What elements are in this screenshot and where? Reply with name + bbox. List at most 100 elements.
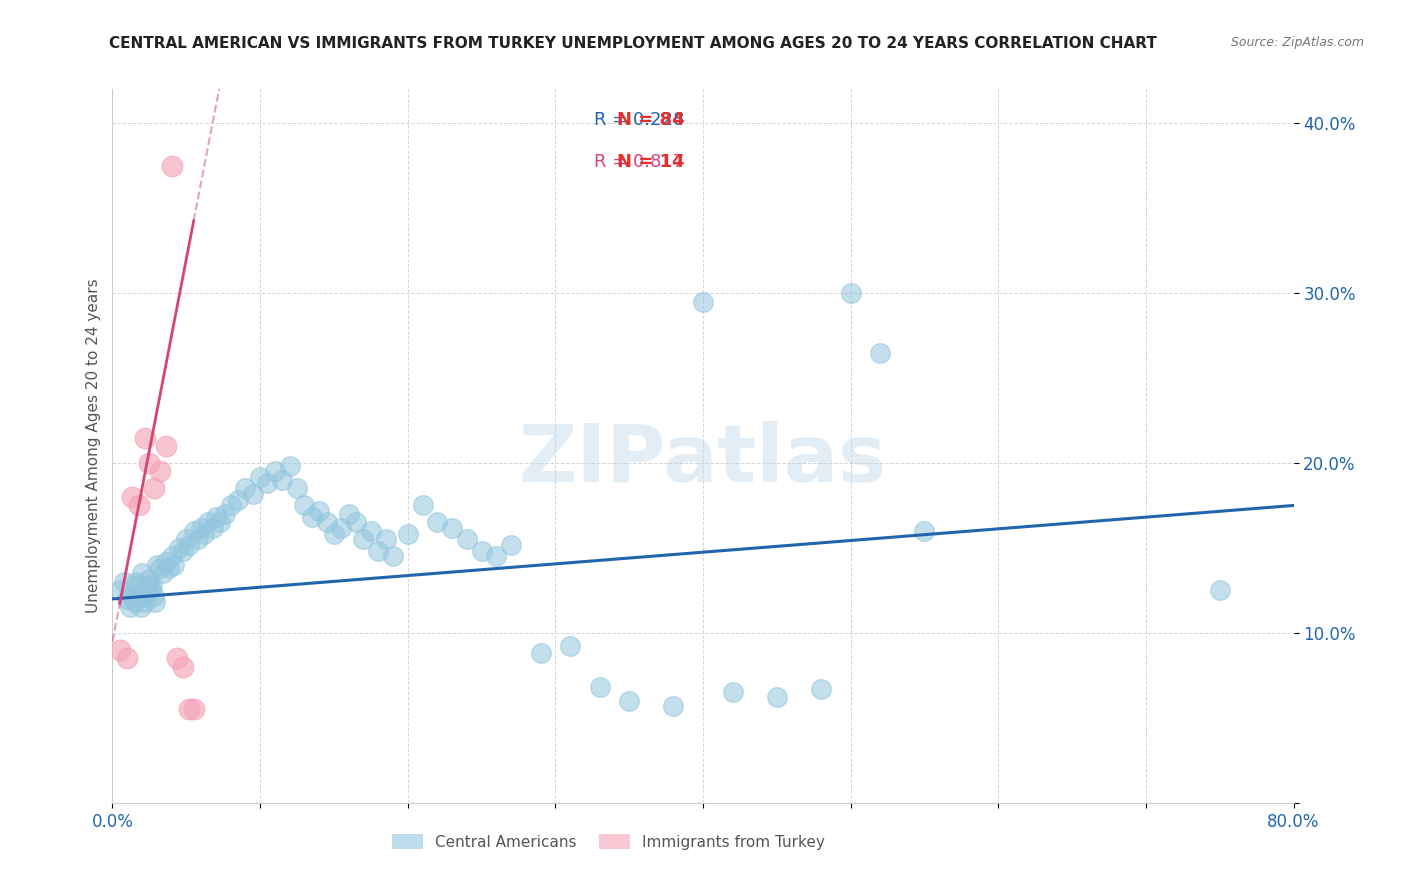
Point: [142, 482, 165, 496]
Point: [337, 507, 360, 521]
Point: [619, 694, 641, 708]
Point: [501, 537, 523, 551]
Point: [139, 582, 162, 596]
Point: [141, 578, 163, 592]
Point: [125, 574, 148, 589]
Text: ZIPatlas: ZIPatlas: [519, 421, 887, 500]
Point: [132, 583, 155, 598]
Point: [138, 456, 160, 470]
Point: [344, 516, 367, 530]
Point: [149, 465, 172, 479]
Point: [219, 499, 242, 513]
Legend: Central Americans, Immigrants from Turkey: Central Americans, Immigrants from Turke…: [387, 828, 831, 855]
Point: [278, 459, 301, 474]
Point: [285, 482, 308, 496]
Point: [914, 524, 936, 538]
Point: [187, 533, 209, 547]
Point: [183, 702, 205, 716]
Point: [155, 555, 177, 569]
Point: [172, 544, 194, 558]
Point: [214, 507, 236, 521]
Point: [233, 482, 256, 496]
Text: Source: ZipAtlas.com: Source: ZipAtlas.com: [1230, 36, 1364, 49]
Point: [256, 476, 278, 491]
Y-axis label: Unemployment Among Ages 20 to 24 years: Unemployment Among Ages 20 to 24 years: [86, 278, 101, 614]
Point: [662, 698, 685, 713]
Point: [166, 651, 188, 665]
Point: [721, 685, 744, 699]
Text: R = 0.228: R = 0.228: [595, 111, 685, 128]
Point: [197, 516, 219, 530]
Point: [271, 473, 294, 487]
Text: CENTRAL AMERICAN VS IMMIGRANTS FROM TURKEY UNEMPLOYMENT AMONG AGES 20 TO 24 YEAR: CENTRAL AMERICAN VS IMMIGRANTS FROM TURK…: [108, 36, 1157, 51]
Point: [193, 527, 215, 541]
Point: [183, 524, 205, 538]
Point: [839, 286, 862, 301]
Point: [152, 566, 174, 581]
Point: [163, 558, 186, 572]
Point: [117, 591, 138, 606]
Point: [155, 439, 177, 453]
Point: [136, 578, 159, 592]
Point: [138, 572, 160, 586]
Point: [308, 503, 330, 517]
Point: [129, 600, 152, 615]
Point: [112, 574, 135, 589]
Point: [108, 583, 131, 598]
Point: [226, 493, 249, 508]
Point: [249, 469, 271, 483]
Point: [190, 520, 212, 534]
Point: [108, 643, 131, 657]
Text: R = 0.817: R = 0.817: [595, 153, 685, 170]
Point: [456, 533, 478, 547]
Point: [134, 430, 156, 444]
Point: [292, 499, 315, 513]
Point: [179, 537, 201, 551]
Text: N = 14: N = 14: [617, 153, 685, 170]
Point: [441, 520, 464, 534]
Point: [128, 589, 150, 603]
Point: [352, 533, 374, 547]
Point: [330, 520, 353, 534]
Point: [149, 561, 172, 575]
Point: [160, 159, 183, 173]
Point: [135, 589, 157, 603]
Point: [128, 499, 150, 513]
Point: [1208, 583, 1232, 598]
Point: [558, 640, 582, 654]
Point: [174, 533, 197, 547]
Point: [374, 533, 396, 547]
Point: [160, 549, 183, 564]
Point: [127, 578, 149, 592]
Point: [426, 516, 449, 530]
Point: [360, 524, 382, 538]
Point: [117, 651, 138, 665]
Point: [209, 516, 232, 530]
Point: [142, 589, 165, 603]
Point: [134, 595, 156, 609]
Point: [367, 544, 389, 558]
Point: [315, 516, 337, 530]
Point: [692, 294, 714, 309]
Point: [205, 510, 228, 524]
Point: [167, 541, 190, 555]
Point: [242, 486, 264, 500]
Point: [485, 549, 508, 564]
Point: [124, 595, 146, 609]
Point: [120, 600, 142, 615]
Point: [121, 589, 143, 603]
Point: [766, 690, 789, 705]
Point: [382, 549, 405, 564]
Point: [172, 660, 194, 674]
Point: [146, 558, 169, 572]
Point: [869, 345, 891, 359]
Point: [529, 646, 551, 660]
Point: [810, 681, 832, 696]
Point: [121, 490, 143, 504]
Point: [157, 561, 180, 575]
Point: [301, 510, 323, 524]
Point: [588, 680, 610, 694]
Text: N = 84: N = 84: [617, 111, 685, 128]
Point: [264, 465, 287, 479]
Point: [470, 544, 494, 558]
